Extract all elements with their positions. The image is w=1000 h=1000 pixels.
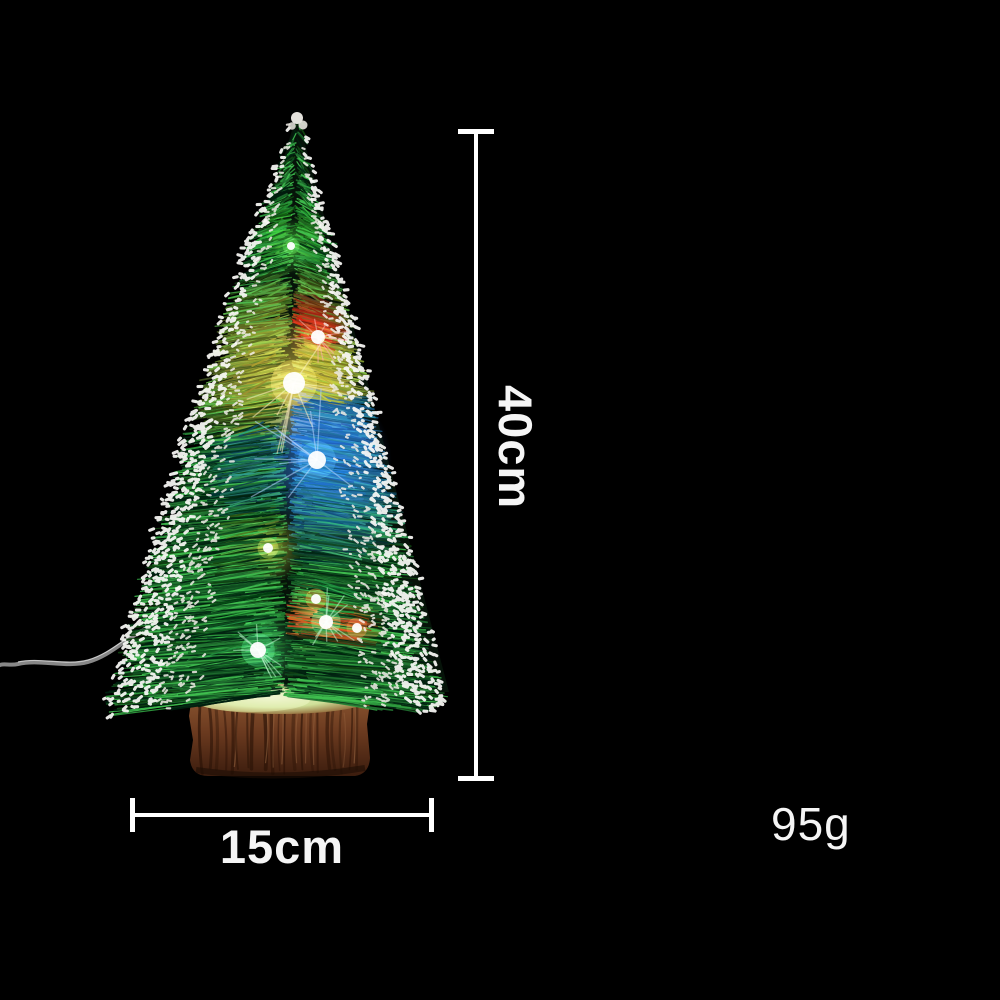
width-dimension-left-cap (130, 798, 135, 832)
height-dimension-top-cap (458, 129, 494, 134)
width-dimension-right-cap (429, 798, 434, 832)
height-dimension-bottom-cap (458, 776, 494, 781)
width-dimension-label: 15cm (219, 820, 345, 873)
width-dimension-line (132, 813, 432, 817)
height-dimension-label: 40cm (489, 385, 542, 510)
height-dimension-line (474, 131, 478, 779)
weight-label: 95g (771, 798, 851, 850)
